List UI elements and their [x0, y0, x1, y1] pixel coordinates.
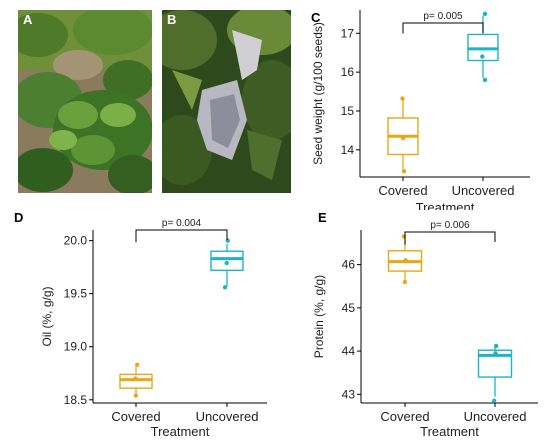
panel-label-a: A [23, 12, 32, 27]
soybean-field-photo: A [18, 10, 152, 193]
box-covered [120, 374, 152, 388]
covered-pod-photo: B [162, 10, 291, 193]
data-point [401, 136, 405, 140]
y-axis-title: Protein (%, g/g) [312, 275, 326, 358]
y-tick-label: 45 [342, 301, 356, 315]
y-tick-label: 15 [341, 104, 355, 118]
data-point [223, 285, 227, 289]
covered-pod-illustration [162, 10, 291, 193]
panel-label-b: B [167, 12, 176, 27]
y-tick-label: 46 [342, 258, 356, 272]
soybean-field-illustration [18, 10, 152, 193]
protein-chart: 43 44 45 46 Protein (%, g/g) Covered Uncovered… [306, 208, 544, 442]
x-axis-title: Treatment [151, 424, 210, 439]
p-value-label: p= 0.005 [423, 11, 463, 22]
p-value-label: p= 0.006 [430, 220, 470, 231]
x-tick-label: Uncovered [464, 409, 527, 424]
y-tick-label: 19.0 [64, 340, 88, 354]
y-axis-title: Seed weight (g/100 seeds) [311, 22, 325, 165]
data-point [494, 344, 498, 348]
x-tick-label: Uncovered [452, 183, 515, 198]
data-point [480, 54, 484, 58]
x-tick-label: Covered [378, 183, 427, 198]
y-tick-label: 14 [341, 143, 355, 157]
data-point [134, 393, 138, 397]
data-point [135, 363, 139, 367]
data-point [224, 261, 228, 265]
y-tick-label: 44 [342, 344, 356, 358]
x-axis-title: Treatment [420, 424, 479, 439]
p-value-label: p= 0.004 [162, 218, 202, 229]
data-point [483, 78, 487, 82]
y-tick-label: 43 [342, 387, 356, 401]
x-tick-label: Covered [380, 409, 429, 424]
x-tick-label: Covered [111, 409, 160, 424]
oil-chart: 18.5 19.0 19.5 20.0 Oil (%, g/g) Covered Uncov… [5, 208, 270, 442]
data-point [402, 169, 406, 173]
data-point [133, 376, 137, 380]
significance-bracket [136, 230, 227, 242]
y-tick-label: 20.0 [64, 234, 88, 248]
data-point [403, 280, 407, 284]
data-point [493, 351, 497, 355]
y-tick-label: 18.5 [64, 393, 88, 407]
data-point [400, 96, 404, 100]
y-axis-title: Oil (%, g/g) [40, 286, 54, 346]
y-tick-label: 17 [341, 26, 355, 40]
data-point [403, 258, 407, 262]
data-point [492, 399, 496, 403]
data-point [226, 238, 230, 242]
y-tick-label: 19.5 [64, 287, 88, 301]
significance-bracket [403, 23, 483, 34]
x-tick-label: Uncovered [196, 409, 259, 424]
seed-weight-chart: 14 15 16 17 Seed weight (g/100 seeds) Covered… [310, 5, 538, 210]
significance-bracket [405, 232, 495, 245]
y-tick-label: 16 [341, 65, 355, 79]
data-point [483, 12, 487, 16]
